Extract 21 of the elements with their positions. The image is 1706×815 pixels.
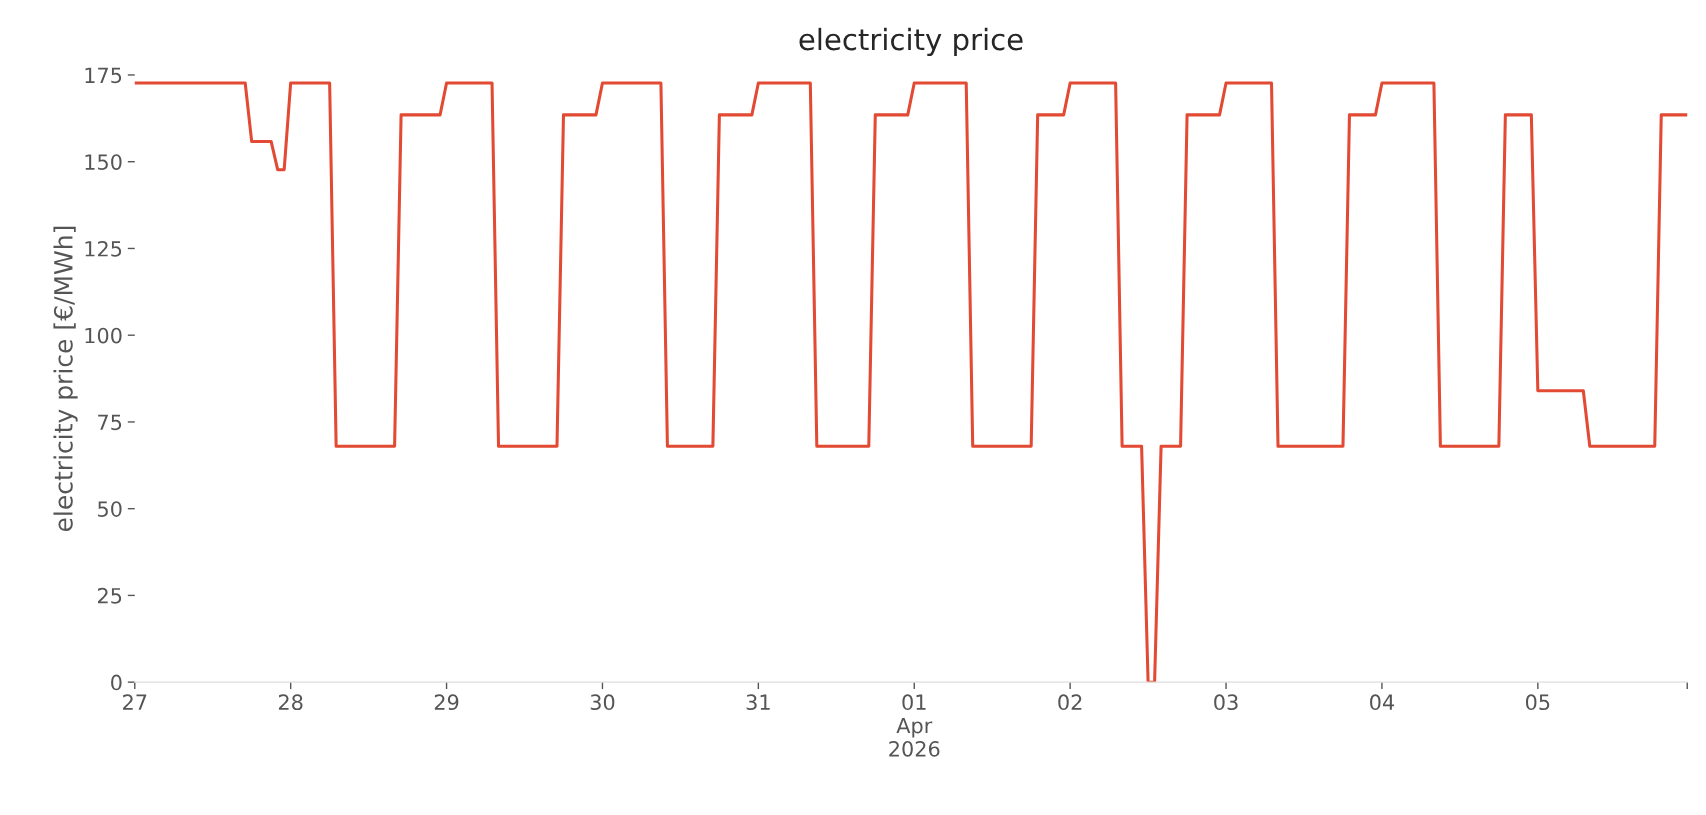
y-tick-label: 100 (85, 327, 122, 344)
x-tick-label: 27 (123, 694, 147, 710)
x-tick-label: 05 (1525, 694, 1550, 711)
y-tick-label: 0 (111, 674, 122, 691)
x-tick-label: 03 (1214, 694, 1238, 711)
x-tick-label: 31 (746, 694, 770, 711)
x-tick-label: 01 Apr 2026 (889, 694, 940, 757)
chart-title: electricity price (799, 27, 1023, 57)
y-tick-label: 150 (85, 154, 122, 170)
y-tick-label: 50 (98, 501, 122, 517)
y-tick-label: 25 (97, 587, 122, 604)
y-axis-title: electricity price [€/MWh] (53, 226, 78, 532)
x-tick-label: 30 (590, 694, 615, 711)
y-tick-label: 75 (98, 414, 122, 431)
y-tick-label: 125 (85, 240, 122, 257)
y-tick-label: 175 (85, 67, 122, 84)
x-tick-label: 28 (278, 694, 303, 711)
x-tick-label: 29 (434, 694, 459, 711)
x-tick-label: 04 (1370, 694, 1395, 711)
line-series (134, 81, 1688, 683)
x-tick-label: 02 (1058, 694, 1082, 711)
